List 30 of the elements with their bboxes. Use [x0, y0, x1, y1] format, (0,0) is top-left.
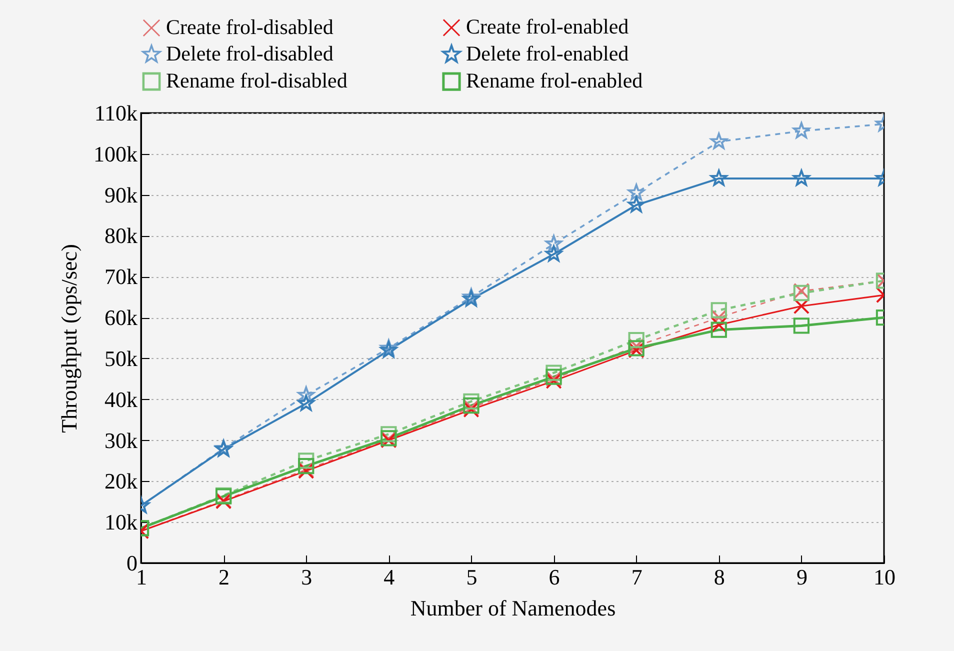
x-tick-label: 9 [796, 564, 808, 590]
x-tick-label: 10 [874, 564, 896, 590]
y-tick-label: 100k [94, 141, 138, 166]
legend-label: Create frol-disabled [166, 14, 334, 39]
x-tick-label: 1 [136, 564, 147, 590]
x-tick-label: 3 [301, 564, 312, 590]
y-tick-label: 40k [104, 386, 138, 412]
y-tick-label: 110k [94, 100, 138, 126]
y-tick-label: 10k [104, 510, 138, 535]
x-tick-label: 6 [548, 564, 560, 590]
y-tick-label: 70k [104, 264, 138, 290]
legend-label: Create frol-enabled [466, 14, 630, 39]
y-tick-label: 0 [126, 550, 138, 576]
legend-label: Rename frol-disabled [166, 68, 348, 92]
y-tick-label: 50k [104, 346, 138, 371]
x-tick-label: 4 [384, 564, 395, 590]
y-tick-label: 20k [104, 468, 138, 494]
y-tick-label: 30k [104, 428, 138, 453]
y-axis-title: Throughput (ops/sec) [56, 244, 82, 433]
y-tick-label: 60k [104, 305, 138, 330]
x-tick-label: 5 [466, 564, 478, 590]
x-tick-label: 7 [631, 564, 642, 590]
x-tick-label: 2 [218, 564, 230, 590]
legend-label: Delete frol-disabled [166, 42, 334, 66]
legend-label: Delete frol-enabled [466, 42, 630, 66]
y-tick-label: 90k [104, 182, 138, 208]
x-axis-title: Number of Namenodes [410, 596, 616, 620]
legend-label: Rename frol-enabled [466, 68, 644, 92]
y-tick-label: 80k [104, 223, 138, 248]
x-tick-label: 8 [714, 564, 725, 590]
